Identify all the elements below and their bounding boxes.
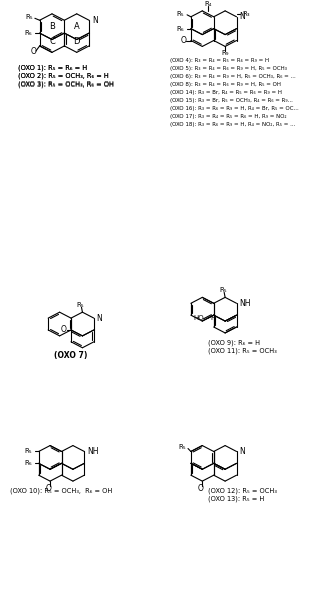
Text: NH: NH: [240, 299, 251, 308]
Text: (OXO 2): R₅ = OCH₃, R₆ = H: (OXO 2): R₅ = OCH₃, R₆ = H: [18, 72, 109, 79]
Text: R₆: R₆: [24, 30, 32, 36]
Text: A: A: [74, 22, 80, 31]
Text: (OXO 17): R₃ = R₄ = R₅ = R₆ = H, R₉ = NO₂: (OXO 17): R₃ = R₄ = R₅ = R₆ = H, R₉ = NO…: [170, 113, 287, 119]
Text: R₅: R₅: [24, 448, 32, 454]
Text: O: O: [61, 325, 66, 335]
Text: (OXO 3): R₅ = OCH₃, R₆ = OH: (OXO 3): R₅ = OCH₃, R₆ = OH: [18, 80, 114, 87]
Text: (OXO 10): R₅ = OCH₃,  R₆ = OH: (OXO 10): R₅ = OCH₃, R₆ = OH: [11, 488, 113, 494]
Text: (OXO 15): R₃ = Br, R₅ = OCH₃, R₄ = R₆ = R₉...: (OXO 15): R₃ = Br, R₅ = OCH₃, R₄ = R₆ = …: [170, 98, 293, 103]
Text: R₆: R₆: [24, 461, 32, 467]
Text: R₅: R₅: [25, 15, 33, 20]
Text: O: O: [197, 484, 203, 493]
Text: H: H: [210, 315, 215, 321]
Text: (OXO 13): R₅ = H: (OXO 13): R₅ = H: [208, 496, 264, 502]
Text: O: O: [45, 484, 51, 493]
Text: R₄: R₄: [204, 1, 212, 7]
Text: D: D: [73, 37, 80, 46]
Text: O: O: [31, 47, 37, 56]
Text: (OXO 7): (OXO 7): [54, 351, 88, 360]
Text: R₆: R₆: [177, 25, 184, 32]
Text: R₅: R₅: [77, 302, 84, 308]
Text: HO: HO: [193, 315, 204, 321]
Text: (OXO 4): R₃ = R₄ = R₅ = R₆ = R₉ = H: (OXO 4): R₃ = R₄ = R₅ = R₆ = R₉ = H: [170, 58, 269, 63]
Text: R₉: R₉: [221, 50, 229, 56]
Text: B: B: [49, 22, 55, 31]
Text: N: N: [97, 314, 102, 322]
Text: R₅: R₅: [219, 287, 227, 293]
Text: (OXO 1): R₅ = R₆ = H: (OXO 1): R₅ = R₆ = H: [18, 64, 87, 71]
Text: (OXO 6): R₃ = R₄ = R₉ = H, R₅ = OCH₃, R₆ = ...: (OXO 6): R₃ = R₄ = R₉ = H, R₅ = OCH₃, R₆…: [170, 74, 296, 79]
Text: (OXO 3): R₅ = OCH₃, R₆ = OH: (OXO 3): R₅ = OCH₃, R₆ = OH: [18, 81, 114, 87]
Text: (OXO 14): R₃ = Br, R₄ = R₅ = R₆ = R₉ = H: (OXO 14): R₃ = Br, R₄ = R₅ = R₆ = R₉ = H: [170, 90, 282, 95]
Text: N: N: [240, 447, 245, 456]
Text: (OXO 11): R₅ = OCH₃: (OXO 11): R₅ = OCH₃: [208, 347, 277, 354]
Text: (OXO 18): R₃ = R₆ = R₉ = H, R₄ = NO₂, R₅ = ...: (OXO 18): R₃ = R₆ = R₉ = H, R₄ = NO₂, R₅…: [170, 122, 295, 127]
Text: N: N: [92, 16, 98, 25]
Text: C: C: [49, 37, 55, 46]
Text: O: O: [180, 36, 186, 45]
Text: NH: NH: [87, 447, 99, 456]
Text: (OXO 12): R₅ = OCH₃: (OXO 12): R₅ = OCH₃: [208, 488, 277, 494]
Text: R₅: R₅: [177, 11, 184, 17]
Text: (OXO 2): R₅ = OCH₃, R₆ = H: (OXO 2): R₅ = OCH₃, R₆ = H: [18, 73, 109, 79]
Text: N: N: [240, 12, 245, 21]
Text: R₅: R₅: [179, 444, 186, 450]
Text: R₃: R₃: [242, 11, 250, 17]
Text: (OXO 5): R₃ = R₄ = R₆ = R₉ = H, R₅ = OCH₃: (OXO 5): R₃ = R₄ = R₆ = R₉ = H, R₅ = OCH…: [170, 66, 287, 71]
Text: (OXO 1): R₅ = R₆ = H: (OXO 1): R₅ = R₆ = H: [18, 64, 87, 71]
Text: (OXO 8): R₃ = R₄ = R₆ = R₉ = H, R₅ = OH: (OXO 8): R₃ = R₄ = R₆ = R₉ = H, R₅ = OH: [170, 82, 281, 87]
Text: (OXO 16): R₃ = R₆ = R₉ = H, R₄ = Br, R₅ = OC...: (OXO 16): R₃ = R₆ = R₉ = H, R₄ = Br, R₅ …: [170, 105, 299, 111]
Text: (OXO 9): R₆ = H: (OXO 9): R₆ = H: [208, 339, 260, 346]
